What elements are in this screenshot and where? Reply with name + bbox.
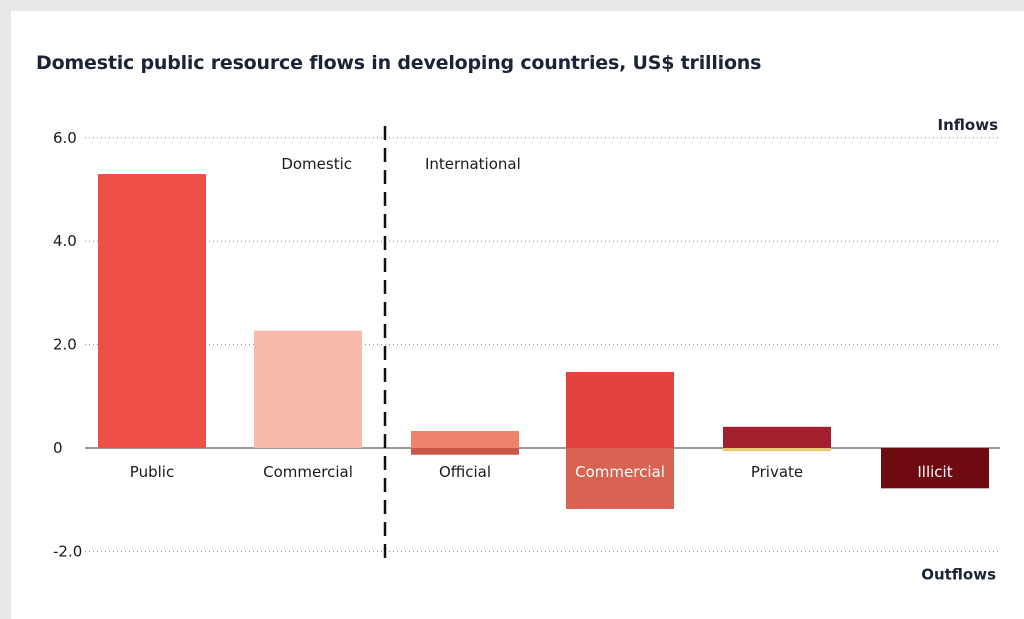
y-tick-label: 0 — [53, 439, 63, 457]
x-category-label: Commercial — [263, 463, 353, 481]
x-category-label: Illicit — [917, 463, 952, 481]
x-category-label: Private — [751, 463, 803, 481]
bar-inflow-official — [411, 430, 519, 448]
bar-inflow-commercial — [566, 372, 674, 448]
outflows-label: Outflows — [921, 565, 996, 583]
group-label-international: International — [425, 155, 521, 173]
group-label-domestic: Domestic — [281, 155, 352, 173]
bar-outflow-illicit — [881, 448, 989, 489]
bar-inflow-commercial — [254, 330, 362, 448]
y-tick-label: 2.0 — [53, 336, 77, 354]
bar-outflow-official — [411, 448, 519, 455]
bar-outflow-private — [723, 448, 831, 452]
inflows-label: Inflows — [938, 116, 999, 134]
bar-inflow-private — [723, 426, 831, 448]
y-tick-label: 6.0 — [53, 129, 77, 147]
x-category-label: Official — [439, 463, 491, 481]
bar-outflow-commercial — [566, 448, 674, 510]
y-tick-label: 4.0 — [53, 232, 77, 250]
y-tick-label: -2.0 — [53, 542, 82, 560]
chart-title: Domestic public resource flows in develo… — [36, 52, 762, 74]
x-category-label: Public — [130, 463, 174, 481]
x-category-label: Commercial — [575, 463, 665, 481]
bar-inflow-public — [98, 173, 206, 449]
